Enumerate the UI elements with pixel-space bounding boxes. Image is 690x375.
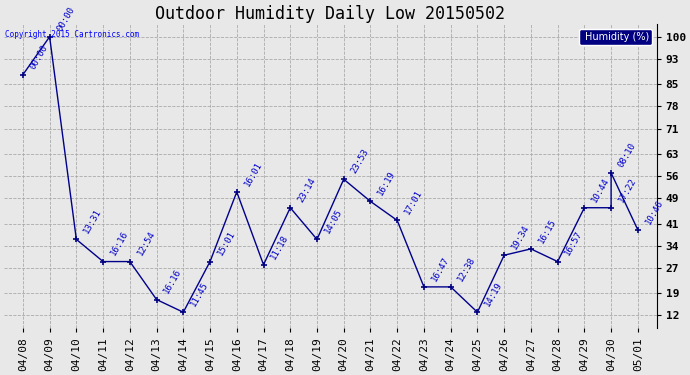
Text: 11:18: 11:18 <box>269 233 290 261</box>
Text: 16:19: 16:19 <box>376 170 397 197</box>
Title: Outdoor Humidity Daily Low 20150502: Outdoor Humidity Daily Low 20150502 <box>155 4 505 22</box>
Text: 08:10: 08:10 <box>617 141 638 169</box>
Text: 16:47: 16:47 <box>429 255 451 283</box>
Text: 12:38: 12:38 <box>456 255 477 283</box>
Text: 14:19: 14:19 <box>483 280 504 308</box>
Text: 14:05: 14:05 <box>322 207 344 235</box>
Text: 16:01: 16:01 <box>242 160 264 188</box>
Text: 10:46: 10:46 <box>643 198 664 226</box>
Text: 16:15: 16:15 <box>536 217 558 245</box>
Legend: Humidity (%): Humidity (%) <box>579 29 651 45</box>
Text: 17:01: 17:01 <box>403 189 424 216</box>
Text: 23:14: 23:14 <box>296 176 317 204</box>
Text: 10:44: 10:44 <box>590 176 611 204</box>
Text: 16:16: 16:16 <box>162 268 184 296</box>
Text: 17:22: 17:22 <box>617 176 638 204</box>
Text: 00:00: 00:00 <box>55 5 77 33</box>
Text: 15:01: 15:01 <box>215 230 237 257</box>
Text: 16:16: 16:16 <box>108 230 130 257</box>
Text: Copyright 2015 Cartronics.com: Copyright 2015 Cartronics.com <box>6 30 139 39</box>
Text: 12:54: 12:54 <box>135 230 157 257</box>
Text: 00:00: 00:00 <box>28 43 50 70</box>
Text: 19:34: 19:34 <box>510 223 531 251</box>
Text: 11:45: 11:45 <box>189 280 210 308</box>
Text: 13:31: 13:31 <box>82 207 103 235</box>
Text: 16:57: 16:57 <box>563 230 584 257</box>
Text: 23:53: 23:53 <box>349 147 371 175</box>
